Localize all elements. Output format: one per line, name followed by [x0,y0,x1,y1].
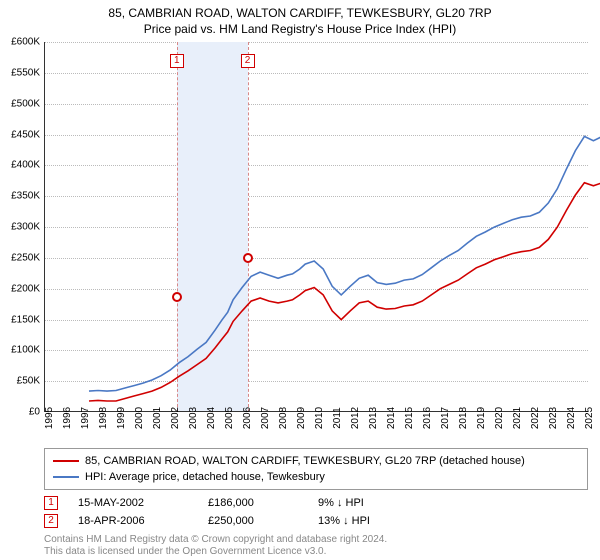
y-tick-label: £50K [0,376,40,387]
x-tick-label: 2010 [314,407,325,429]
x-tick-label: 1995 [44,407,55,429]
legend-swatch [53,476,79,478]
series-line-property [89,167,600,401]
footer-line: This data is licensed under the Open Gov… [44,546,387,558]
x-tick-label: 2016 [422,407,433,429]
chart-subtitle: Price paid vs. HM Land Registry's House … [0,22,600,36]
x-tick-label: 2017 [440,407,451,429]
x-tick-label: 2022 [530,407,541,429]
footer-attribution: Contains HM Land Registry data © Crown c… [44,534,387,558]
x-tick-label: 2019 [476,407,487,429]
x-tick-label: 2004 [206,407,217,429]
y-tick-label: £300K [0,222,40,233]
legend: 85, CAMBRIAN ROAD, WALTON CARDIFF, TEWKE… [44,448,588,490]
footer-line: Contains HM Land Registry data © Crown c… [44,534,387,546]
x-tick-label: 2014 [386,407,397,429]
sale-price: £250,000 [208,515,318,527]
y-tick-label: £600K [0,37,40,48]
chart-plot-area [44,42,588,412]
y-tick-label: £350K [0,191,40,202]
x-tick-label: 2000 [134,407,145,429]
sales-row: 2 18-APR-2006 £250,000 13% ↓ HPI [44,512,588,530]
y-tick-label: £550K [0,67,40,78]
y-tick-label: £500K [0,98,40,109]
x-tick-label: 1999 [116,407,127,429]
sale-badge-icon: 1 [44,496,58,510]
x-tick-label: 2020 [494,407,505,429]
x-tick-label: 2021 [512,407,523,429]
legend-swatch [53,460,79,462]
sale-date: 18-APR-2006 [78,515,208,527]
chart-title: 85, CAMBRIAN ROAD, WALTON CARDIFF, TEWKE… [0,6,600,20]
sale-badge-icon: 2 [44,514,58,528]
y-tick-label: £450K [0,129,40,140]
series-line-hpi [89,121,600,391]
sale-date: 15-MAY-2002 [78,497,208,509]
x-tick-label: 2008 [278,407,289,429]
x-tick-label: 2012 [350,407,361,429]
legend-item: 85, CAMBRIAN ROAD, WALTON CARDIFF, TEWKE… [53,453,579,469]
x-tick-label: 1997 [80,407,91,429]
x-tick-label: 2002 [170,407,181,429]
sales-table: 1 15-MAY-2002 £186,000 9% ↓ HPI 2 18-APR… [44,494,588,530]
legend-label: HPI: Average price, detached house, Tewk… [85,471,325,483]
x-tick-label: 2007 [260,407,271,429]
sale-diff: 9% ↓ HPI [318,497,428,509]
x-tick-label: 2006 [242,407,253,429]
chart-container: 85, CAMBRIAN ROAD, WALTON CARDIFF, TEWKE… [0,0,600,560]
sale-diff: 13% ↓ HPI [318,515,428,527]
y-tick-label: £200K [0,283,40,294]
x-tick-label: 2018 [458,407,469,429]
y-tick-label: £150K [0,314,40,325]
x-tick-label: 2011 [332,407,343,429]
x-tick-label: 2025 [584,407,595,429]
y-tick-label: £400K [0,160,40,171]
title-block: 85, CAMBRIAN ROAD, WALTON CARDIFF, TEWKE… [0,0,600,36]
legend-item: HPI: Average price, detached house, Tewk… [53,469,579,485]
y-tick-label: £250K [0,252,40,263]
sale-price: £186,000 [208,497,318,509]
x-tick-label: 2005 [224,407,235,429]
x-tick-label: 2009 [296,407,307,429]
chart-lines [89,84,600,454]
x-tick-label: 1996 [62,407,73,429]
y-tick-label: £0 [0,407,40,418]
x-tick-label: 2023 [548,407,559,429]
x-tick-label: 2024 [566,407,577,429]
x-tick-label: 2003 [188,407,199,429]
x-tick-label: 2013 [368,407,379,429]
x-tick-label: 1998 [98,407,109,429]
sales-row: 1 15-MAY-2002 £186,000 9% ↓ HPI [44,494,588,512]
y-tick-label: £100K [0,345,40,356]
x-tick-label: 2001 [152,407,163,429]
legend-label: 85, CAMBRIAN ROAD, WALTON CARDIFF, TEWKE… [85,455,525,467]
x-tick-label: 2015 [404,407,415,429]
